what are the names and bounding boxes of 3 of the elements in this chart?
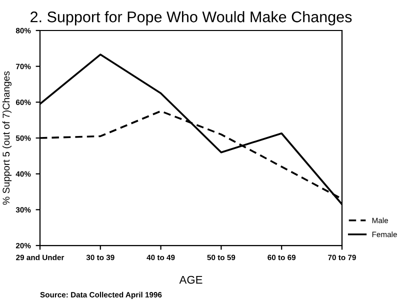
- y-axis-title: % Support 5 (out of 7)Changes: [2, 71, 12, 205]
- x-axis-title: AGE: [179, 276, 202, 284]
- chart-title: 2. Support for Pope Who Would Make Changes: [30, 11, 352, 26]
